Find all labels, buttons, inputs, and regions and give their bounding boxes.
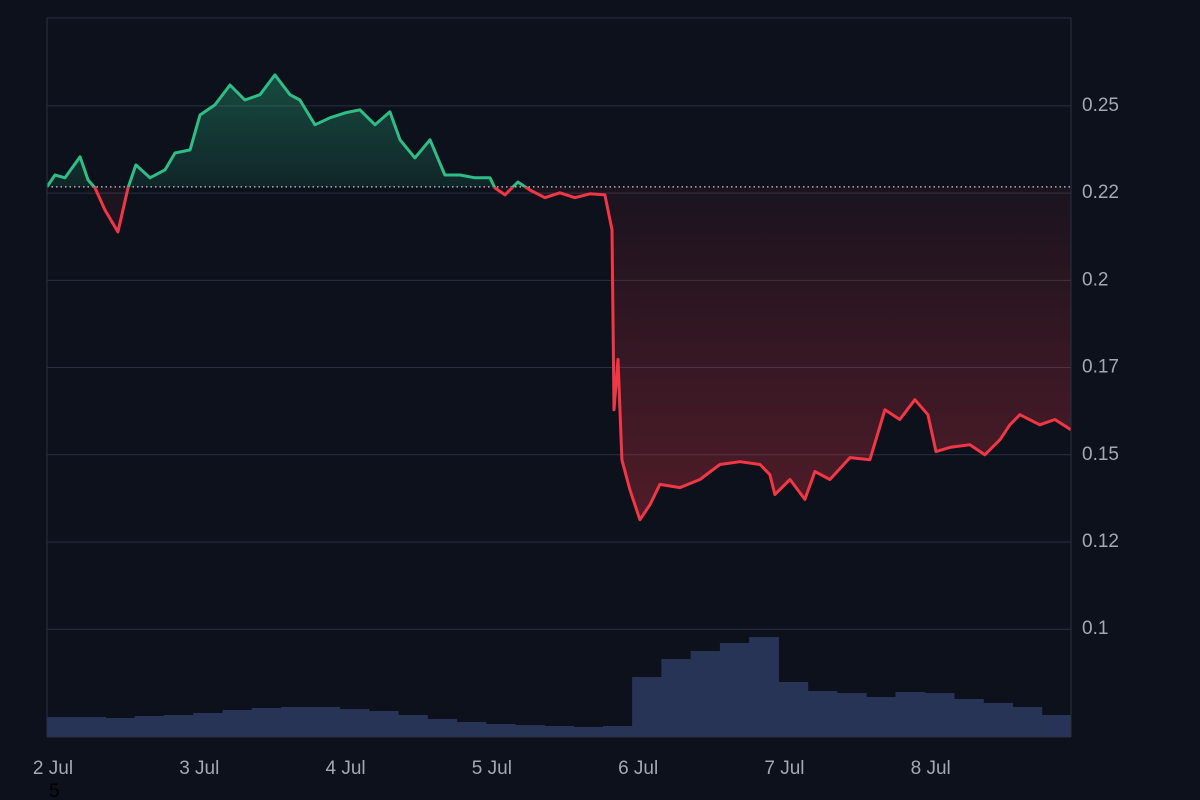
volume-bar	[690, 651, 721, 737]
y-tick-label: 0.15	[1082, 444, 1119, 465]
volume-bar	[924, 693, 955, 737]
volume-bar	[807, 691, 838, 737]
volume-bar	[456, 722, 487, 737]
volume-bar	[836, 693, 867, 737]
price-line	[47, 73, 1071, 522]
volume-bar	[339, 709, 370, 737]
volume-bar	[368, 711, 399, 737]
y-tick-label: 0.22	[1082, 182, 1119, 203]
volume-bar	[281, 707, 311, 737]
volume-bar	[661, 659, 692, 737]
x-tick-label: 4 Jul	[326, 758, 366, 779]
x-tick-label: 8 Jul	[911, 758, 951, 779]
volume-bar	[602, 726, 633, 737]
volume-bar	[251, 708, 282, 737]
volume-bar	[544, 726, 575, 737]
volume-bar	[1041, 715, 1071, 737]
volume-bar	[895, 692, 926, 737]
y-tick-label: 0.25	[1082, 95, 1119, 116]
volume-bar	[778, 682, 809, 737]
volume-bar	[105, 718, 136, 737]
volume-bar	[398, 715, 428, 737]
volume-bar	[573, 727, 604, 737]
volume-bar	[193, 713, 224, 737]
x-tick-label: 5 Jul	[472, 758, 512, 779]
volume-bar	[310, 707, 341, 737]
price	[47, 73, 1071, 522]
volume-bar	[866, 697, 896, 737]
area-fill	[47, 74, 1071, 520]
volume-bar	[719, 643, 750, 737]
axis-labels: 0.25 0.22 0.2 0.17 0.15 0.12 0.1 2 Jul 3 Jul 4 Ju…	[33, 95, 1119, 779]
y-tick-label: 0.17	[1082, 357, 1119, 378]
x-tick-label: 7 Jul	[764, 758, 804, 779]
footnote: 5	[49, 781, 60, 800]
volume-bar	[749, 637, 779, 737]
y-tick-label: 0.12	[1082, 531, 1119, 552]
y-tick-label: 0.1	[1082, 618, 1108, 639]
volume-bar	[632, 677, 662, 737]
volume	[47, 637, 1071, 737]
grid	[47, 105, 1071, 630]
volume-bar	[983, 703, 1013, 737]
x-tick-label: 2 Jul	[33, 758, 73, 779]
volume-bar	[1012, 707, 1043, 737]
volume-bar	[953, 699, 984, 737]
volume-bar	[47, 717, 77, 737]
x-tick-label: 6 Jul	[618, 758, 658, 779]
volume-bar	[222, 710, 253, 737]
volume-bar	[485, 724, 516, 737]
volume-bar	[427, 719, 458, 737]
volume-bar	[76, 717, 107, 737]
y-tick-label: 0.2	[1082, 269, 1108, 290]
volume-bar	[134, 716, 165, 737]
x-tick-label: 3 Jul	[179, 758, 219, 779]
volume-bar	[164, 715, 194, 737]
volume-bar	[515, 725, 545, 737]
